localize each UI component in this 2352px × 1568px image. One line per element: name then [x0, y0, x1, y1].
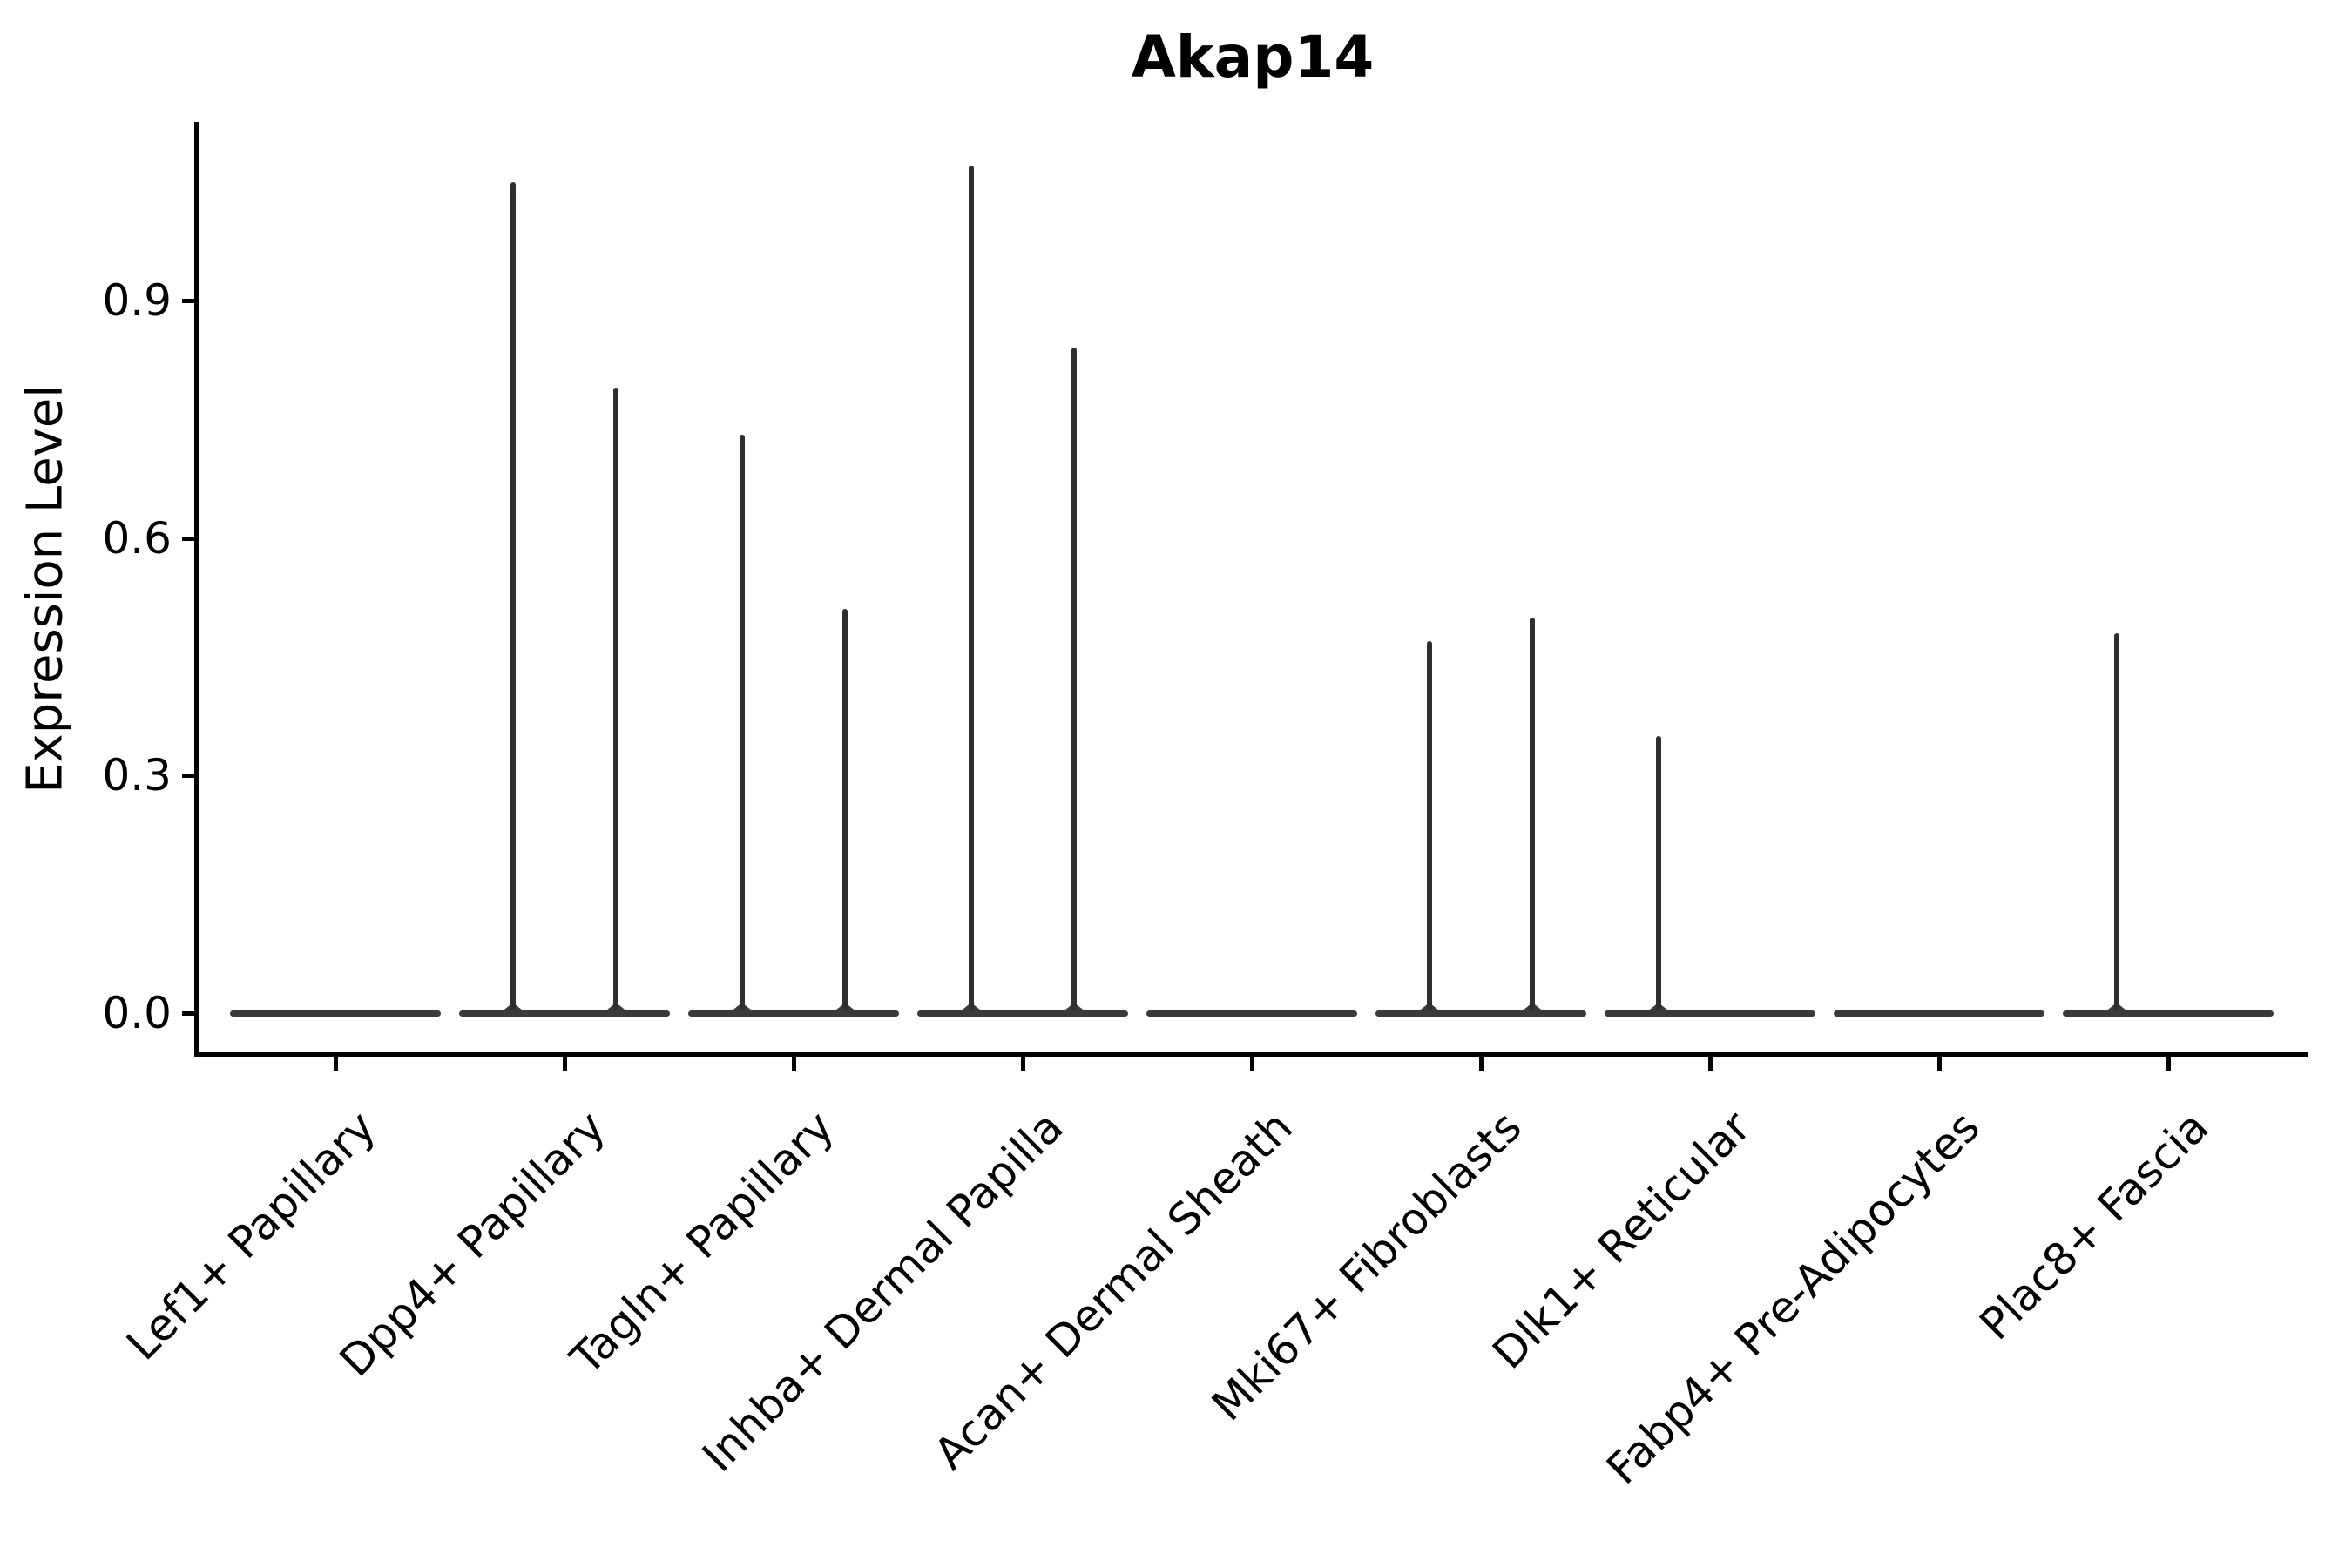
violin-spike-1-1: [613, 387, 618, 1017]
x-tick-mark: [1937, 1057, 1942, 1071]
violin-spike-2-1: [842, 609, 848, 1017]
y-tick-label-0: 0.0: [102, 988, 172, 1038]
violin-base-7: [1834, 1010, 2044, 1017]
x-tick-mark: [1708, 1057, 1713, 1071]
violin-base-8: [2063, 1010, 2274, 1017]
x-tick-mark: [1250, 1057, 1254, 1071]
x-tick-mark: [1021, 1057, 1025, 1071]
violin-spike-2-0: [740, 435, 745, 1017]
x-tick-mark: [334, 1057, 338, 1071]
violin-spike-3-1: [1071, 348, 1077, 1017]
violin-base-6: [1605, 1010, 1815, 1017]
violin-base-1: [459, 1010, 670, 1017]
violin-spike-1-0: [510, 181, 516, 1017]
x-tick-mark: [1479, 1057, 1484, 1071]
violin-base-4: [1146, 1010, 1357, 1017]
y-tick-mark: [182, 298, 194, 303]
y-tick-mark: [182, 774, 194, 779]
x-tick-label-0: Lef1+ Papillary: [117, 1101, 386, 1370]
violin-spike-5-1: [1530, 617, 1535, 1017]
violin-base-3: [917, 1010, 1128, 1017]
violin-base-5: [1375, 1010, 1586, 1017]
x-tick-label-7: Fabp4+ Pre-Adipocytes: [1597, 1101, 1990, 1495]
y-tick-label-3: 0.9: [102, 274, 172, 326]
violin-spike-5-0: [1427, 640, 1432, 1017]
violin-spike-6-0: [1656, 735, 1661, 1017]
y-tick-mark: [182, 1011, 194, 1016]
chart-title: Akap14: [1131, 24, 1375, 91]
x-tick-mark: [563, 1057, 567, 1071]
violin-base-0: [230, 1010, 441, 1017]
violin-spike-8-0: [2114, 632, 2119, 1017]
y-tick-mark: [182, 536, 194, 541]
y-axis-line: [194, 122, 199, 1057]
x-tick-mark: [2166, 1057, 2171, 1071]
violin-spike-3-0: [969, 166, 974, 1017]
y-tick-label-1: 0.3: [102, 750, 172, 801]
x-tick-mark: [792, 1057, 796, 1071]
violin-base-2: [688, 1010, 899, 1017]
x-axis-line: [194, 1052, 2308, 1057]
y-tick-label-2: 0.6: [102, 512, 172, 564]
x-tick-label-8: Plac8+ Fascia: [1970, 1101, 2219, 1350]
